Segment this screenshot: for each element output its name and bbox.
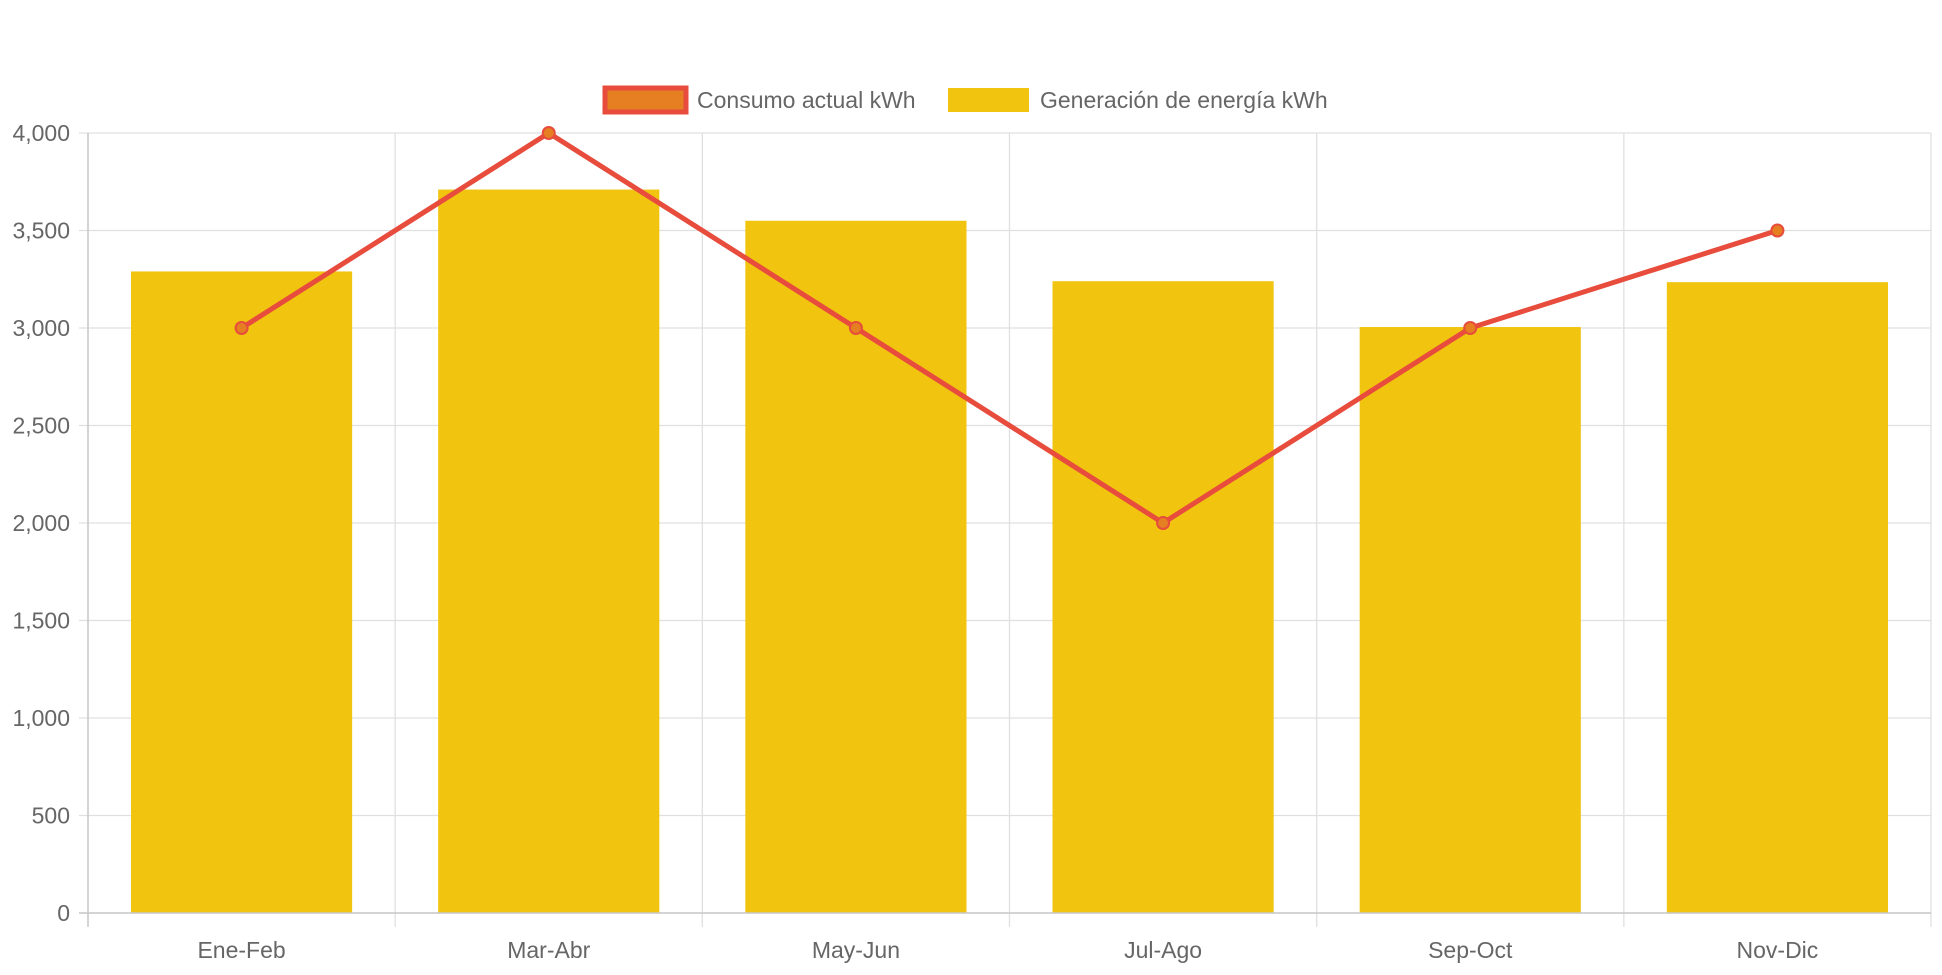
point-consumo[interactable] xyxy=(234,321,249,335)
axis-layer: 0 500 1,000 1,500 2,000 2,500 3,000 3,500 4,000 E… xyxy=(12,120,1931,963)
y-tick-label: 2,000 xyxy=(12,510,70,536)
x-tick-label: Sep-Oct xyxy=(1428,937,1513,963)
x-tick-label: Jul-Ago xyxy=(1124,937,1202,963)
x-tick-label: May-Jun xyxy=(812,937,900,963)
legend-label-consumo[interactable]: Consumo actual kWh xyxy=(697,87,916,113)
line-layer xyxy=(234,126,1785,530)
point-consumo[interactable] xyxy=(1463,321,1478,335)
y-tick-label: 1,000 xyxy=(12,705,70,731)
line-consumo xyxy=(240,130,1779,526)
point-consumo[interactable] xyxy=(1156,516,1171,530)
bar-layer xyxy=(131,189,1888,914)
bar-generacion[interactable] xyxy=(131,271,353,913)
y-tick-label: 1,500 xyxy=(12,608,70,634)
legend[interactable]: Consumo actual kWh Generación de energía … xyxy=(602,85,1328,115)
y-tick-label: 0 xyxy=(57,900,70,926)
y-tick-label: 3,500 xyxy=(12,218,70,244)
y-tick-label: 4,000 xyxy=(12,120,70,146)
legend-swatch-generacion[interactable] xyxy=(948,88,1029,112)
x-tick-label: Mar-Abr xyxy=(507,937,590,963)
point-consumo[interactable] xyxy=(1770,223,1785,238)
y-tick-label: 2,500 xyxy=(12,413,70,439)
x-tick-label: Nov-Dic xyxy=(1737,937,1819,963)
y-tick-label: 3,000 xyxy=(12,315,70,341)
x-tick-label: Ene-Feb xyxy=(197,937,285,963)
y-tick-label: 500 xyxy=(32,803,70,829)
bar-generacion[interactable] xyxy=(1359,327,1581,913)
legend-label-generacion[interactable]: Generación de energía kWh xyxy=(1040,87,1328,113)
bar-generacion[interactable] xyxy=(745,220,967,913)
bar-generacion[interactable] xyxy=(1052,281,1274,913)
point-consumo[interactable] xyxy=(848,321,863,335)
point-consumo[interactable] xyxy=(541,126,556,140)
legend-swatch-consumo[interactable] xyxy=(602,85,689,115)
bar-generacion[interactable] xyxy=(438,189,660,914)
bar-generacion[interactable] xyxy=(1666,282,1888,913)
